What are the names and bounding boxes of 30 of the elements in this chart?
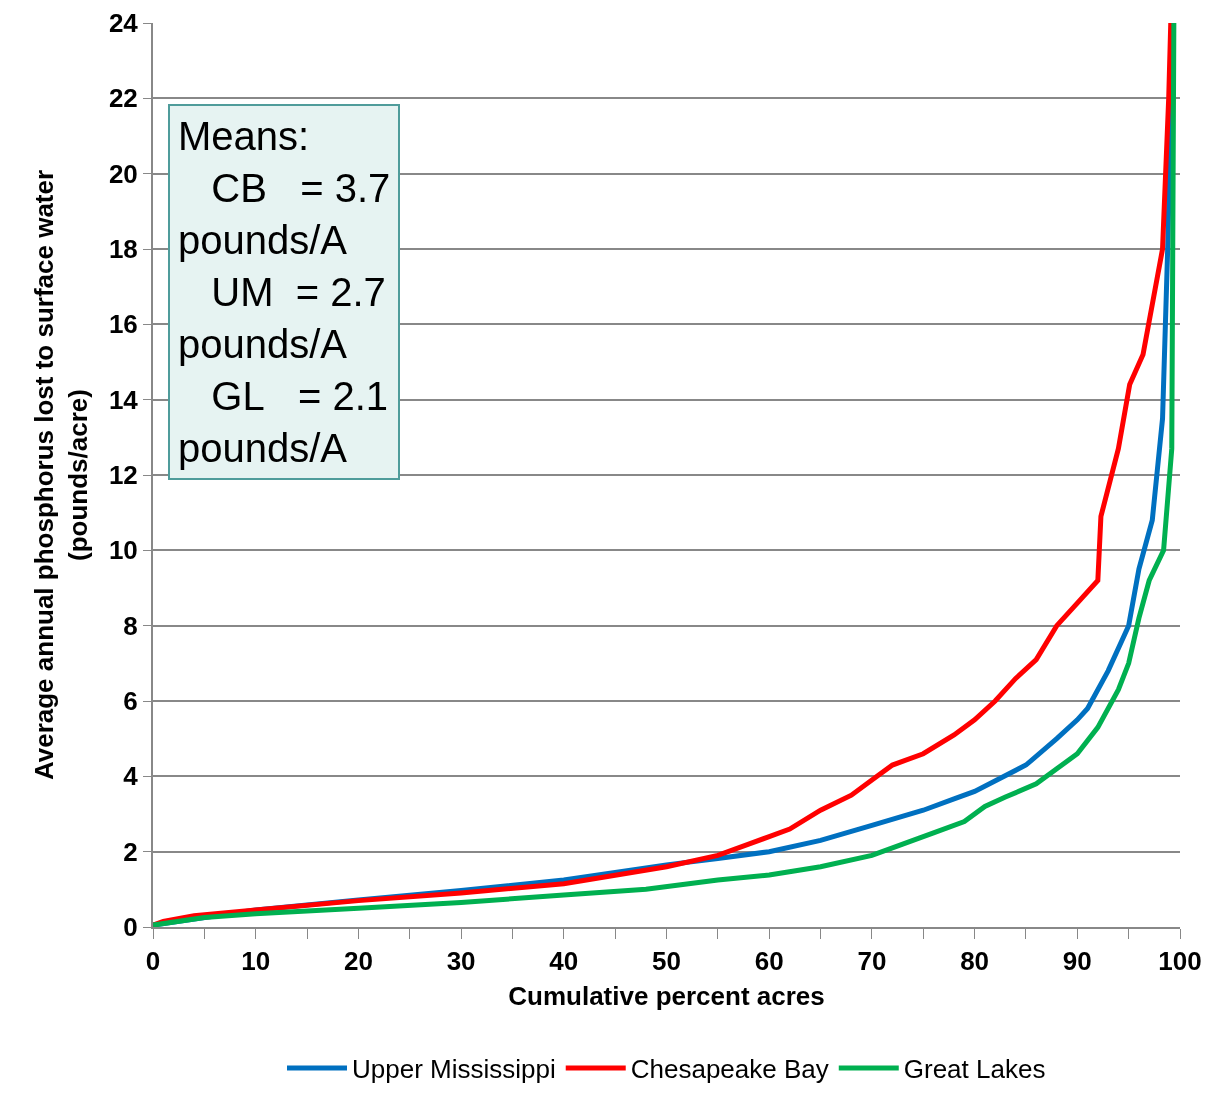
y-tick-label: 14 [108, 384, 139, 415]
y-axis-title: Average annual phosphorus lost to surface water (pounds/acre) [28, 169, 93, 781]
y-tick-label: 10 [108, 535, 138, 566]
y-tick-label: 8 [123, 610, 138, 641]
x-axis-title: Cumulative percent acres [508, 981, 825, 1012]
y-tick-label: 2 [123, 836, 138, 867]
annotation: Means: CB = 3.7 pounds/A UM = 2.7 pounds/A GL = 2.1 pounds/A [178, 114, 391, 470]
x-tick-label: 0 [145, 946, 161, 977]
y-tick-label: 6 [123, 686, 138, 717]
legend-label: Great Lakes [903, 1054, 1046, 1085]
y-tick-label: 16 [108, 309, 138, 340]
x-tick-label: 30 [446, 946, 476, 977]
y-tick-label: 18 [108, 234, 138, 265]
x-tick-label: 10 [241, 946, 271, 977]
x-tick-label: 40 [549, 946, 579, 977]
x-tick-label: 70 [857, 946, 887, 977]
y-tick-label: 0 [123, 912, 138, 943]
x-tick-label: 90 [1062, 946, 1092, 977]
y-tick-label: 20 [108, 158, 138, 189]
x-tick-label: 100 [1158, 946, 1202, 977]
y-tick-label: 22 [108, 83, 138, 114]
y-tick-label: 4 [123, 761, 139, 792]
y-tick-label: 12 [108, 460, 138, 491]
x-tick-label: 60 [754, 946, 784, 977]
x-tick-label: 50 [652, 946, 681, 977]
legend-label: Upper Mississippi [352, 1054, 556, 1085]
y-tick-label: 24 [108, 8, 139, 39]
legend-label: Chesapeake Bay [630, 1054, 829, 1085]
x-tick-label: 80 [960, 946, 990, 977]
x-tick-label: 20 [343, 946, 373, 977]
